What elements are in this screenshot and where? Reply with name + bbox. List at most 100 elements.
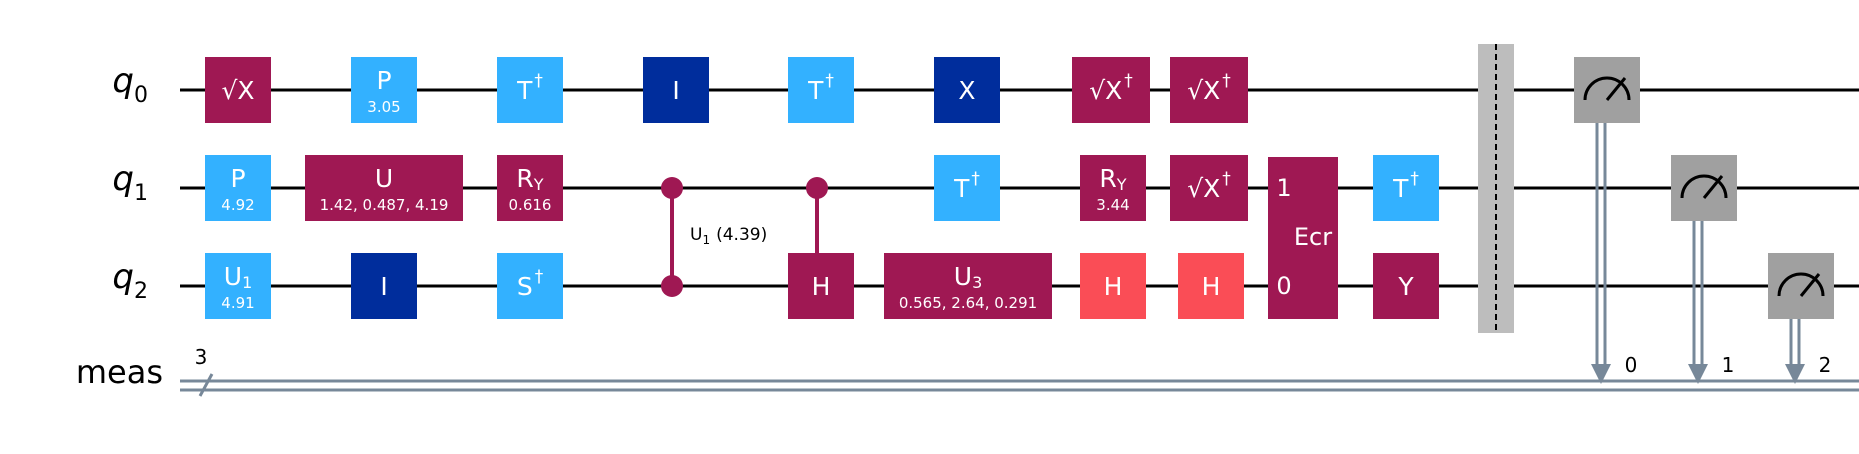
cu1-label: U1 (4.39) bbox=[690, 225, 767, 247]
gate-label: S † bbox=[517, 267, 544, 301]
gate-box bbox=[1170, 155, 1248, 221]
qubit-label-q2: q2 bbox=[112, 257, 148, 304]
gate-h-q2-c[interactable]: H bbox=[1178, 253, 1244, 319]
gate-u-q1[interactable]: U 1.42, 0.487, 4.19 bbox=[305, 155, 463, 221]
gate-tdg-q0-a[interactable]: T † bbox=[497, 57, 563, 123]
gate-box bbox=[497, 155, 563, 221]
ch-control[interactable] bbox=[806, 177, 828, 260]
gate-tdg-q0-b[interactable]: T † bbox=[788, 57, 854, 123]
gate-box bbox=[497, 57, 563, 123]
gate-box bbox=[1178, 253, 1244, 319]
gate-box bbox=[1170, 57, 1248, 123]
gate-label: Y bbox=[1397, 272, 1414, 301]
gate-superscript: † bbox=[535, 267, 544, 287]
gate-param: 0.565, 2.64, 0.291 bbox=[899, 294, 1037, 312]
gate-box bbox=[643, 57, 709, 123]
ecr-port-bottom: 0 bbox=[1276, 272, 1291, 300]
gate-x-q0[interactable]: X bbox=[934, 57, 1000, 123]
measure-box bbox=[1768, 253, 1834, 319]
gate-param: 3.44 bbox=[1096, 196, 1129, 214]
barrier bbox=[1478, 44, 1514, 333]
gate-label: √X † bbox=[1089, 71, 1133, 105]
gate-box bbox=[934, 57, 1000, 123]
gate-label: I bbox=[380, 272, 387, 301]
gate-box bbox=[351, 253, 417, 319]
gate-symbol: U bbox=[375, 164, 393, 193]
gate-symbol: √X bbox=[1187, 174, 1220, 203]
gate-label: P bbox=[376, 66, 391, 95]
gate-symbol: T bbox=[807, 76, 824, 105]
qubit-label-q0: q0 bbox=[112, 61, 148, 108]
gate-label: RY bbox=[1099, 164, 1126, 194]
ecr-gate[interactable]: 1 Ecr 0 bbox=[1268, 157, 1338, 319]
gate-label: X bbox=[958, 76, 975, 105]
measure-q1[interactable]: 1 bbox=[1671, 155, 1737, 384]
meter-icon bbox=[1583, 76, 1631, 101]
gate-tdg-q1-a[interactable]: T † bbox=[934, 155, 1000, 221]
gate-sxdg-q1[interactable]: √X † bbox=[1170, 155, 1248, 221]
gate-param: 4.92 bbox=[221, 196, 254, 214]
measure-q2[interactable]: 2 bbox=[1768, 253, 1834, 384]
gate-box bbox=[205, 155, 271, 221]
qubit-label-q1: q1 bbox=[112, 159, 148, 206]
gate-id-q2[interactable]: I bbox=[351, 253, 417, 319]
gate-ry-q1-a[interactable]: RY 0.616 bbox=[497, 155, 563, 221]
measure-arrowhead bbox=[1591, 364, 1611, 384]
gate-box bbox=[788, 253, 854, 319]
gate-box bbox=[788, 57, 854, 123]
gate-label: T † bbox=[807, 71, 834, 105]
gate-symbol: P bbox=[230, 164, 245, 193]
gate-superscript: † bbox=[534, 71, 543, 91]
measure-bit-label: 2 bbox=[1819, 353, 1832, 377]
gate-tdg-q1-b[interactable]: T † bbox=[1373, 155, 1439, 221]
gate-u1-q2[interactable]: U1 4.91 bbox=[205, 253, 271, 319]
gate-box bbox=[1080, 155, 1146, 221]
gate-sxdg-q0-a[interactable]: √X † bbox=[1072, 57, 1150, 123]
meter-needle-icon bbox=[1799, 273, 1821, 297]
gate-superscript: † bbox=[971, 169, 980, 189]
meter-icon bbox=[1777, 272, 1825, 297]
gate-param: 1.42, 0.487, 4.19 bbox=[320, 196, 449, 214]
gate-symbol: √X bbox=[1089, 76, 1122, 105]
gate-symbol: H bbox=[812, 272, 831, 301]
gate-u3-q2[interactable]: U3 0.565, 2.64, 0.291 bbox=[884, 253, 1052, 319]
gate-label: T † bbox=[1392, 169, 1419, 203]
cu1-gate[interactable]: U1 (4.39) bbox=[661, 177, 767, 297]
gate-superscript: † bbox=[1410, 169, 1419, 189]
gate-superscript: † bbox=[1222, 71, 1231, 91]
gate-p-q0[interactable]: P 3.05 bbox=[351, 57, 417, 123]
ecr-port-top: 1 bbox=[1276, 174, 1291, 202]
gate-box bbox=[1373, 253, 1439, 319]
gate-sx-q0[interactable]: √X bbox=[205, 57, 271, 123]
gate-box bbox=[1373, 155, 1439, 221]
gate-h-q2-b[interactable]: H bbox=[1080, 253, 1146, 319]
gate-param: 3.05 bbox=[367, 98, 400, 116]
gate-symbol: T bbox=[516, 76, 533, 105]
gate-symbol: I bbox=[672, 76, 679, 105]
ecr-label: Ecr bbox=[1294, 223, 1332, 251]
gate-h-q2-a[interactable]: H bbox=[788, 253, 854, 319]
gate-ry-q1-b[interactable]: RY 3.44 bbox=[1080, 155, 1146, 221]
gate-label: U1 bbox=[224, 262, 253, 292]
gate-y-q2[interactable]: Y bbox=[1373, 253, 1439, 319]
classical-register-label: meas bbox=[76, 353, 163, 391]
gate-superscript: † bbox=[1222, 169, 1231, 189]
classical-bundle-slash bbox=[198, 373, 214, 397]
gate-sxdg-q0-b[interactable]: √X † bbox=[1170, 57, 1248, 123]
gate-p-q1[interactable]: P 4.92 bbox=[205, 155, 271, 221]
measure-q0[interactable]: 0 bbox=[1574, 57, 1640, 384]
gate-symbol: H bbox=[1202, 272, 1221, 301]
gate-label: H bbox=[1104, 272, 1123, 301]
gate-box bbox=[934, 155, 1000, 221]
gate-sdg-q2[interactable]: S † bbox=[497, 253, 563, 319]
gate-label: H bbox=[812, 272, 831, 301]
gate-symbol: U bbox=[954, 262, 972, 291]
gate-symbol: S bbox=[517, 272, 533, 301]
gate-label: √X † bbox=[1187, 71, 1231, 105]
measure-bit-label: 1 bbox=[1722, 353, 1735, 377]
gate-id-q0[interactable]: I bbox=[643, 57, 709, 123]
ch-control-dot bbox=[806, 177, 828, 199]
gate-symbol: H bbox=[1104, 272, 1123, 301]
